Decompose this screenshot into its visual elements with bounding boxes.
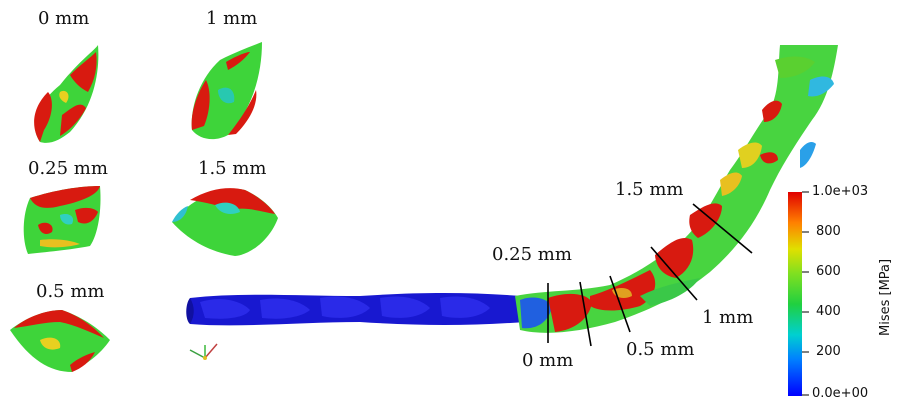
section-label-0.25mm: 0.25 mm	[28, 158, 108, 179]
section-0.25mm	[23, 186, 101, 254]
cut-lines	[547, 203, 753, 347]
axis-triad-icon	[189, 343, 218, 360]
section-label-1.5mm: 1.5 mm	[198, 158, 267, 179]
rod-blue-segment	[186, 293, 525, 326]
cut-line-0.25mm	[579, 281, 592, 347]
cut-label-0.5mm: 0.5 mm	[626, 339, 695, 360]
colorbar-gradient	[788, 192, 802, 396]
colorbar-title: Mises [MPa]	[878, 258, 893, 336]
cut-label-0.25mm: 0.25 mm	[492, 244, 572, 265]
colorbar-tick-1000: 1.0e+03	[812, 184, 869, 199]
cut-line-1mm	[650, 246, 698, 301]
cut-label-1mm: 1 mm	[702, 307, 754, 328]
colorbar-ticks	[802, 191, 809, 396]
section-label-1mm: 1 mm	[206, 8, 258, 29]
section-0.5mm	[10, 310, 110, 372]
cut-line-0.5mm	[609, 275, 631, 333]
cut-label-0mm: 0 mm	[522, 350, 574, 371]
colorbar-tick-600: 600	[816, 264, 841, 279]
section-0mm	[34, 45, 99, 143]
section-1mm	[191, 42, 262, 140]
colorbar-tick-400: 400	[816, 304, 841, 319]
section-label-0.5mm: 0.5 mm	[36, 281, 105, 302]
colorbar-tick-0: 0.0e+00	[812, 386, 869, 400]
cut-line-1.5mm	[692, 203, 753, 254]
section-1.5mm	[172, 188, 278, 256]
colorbar-tick-200: 200	[816, 344, 841, 359]
cut-label-1.5mm: 1.5 mm	[615, 179, 684, 200]
section-label-0mm: 0 mm	[38, 8, 90, 29]
colorbar-tick-800: 800	[816, 224, 841, 239]
